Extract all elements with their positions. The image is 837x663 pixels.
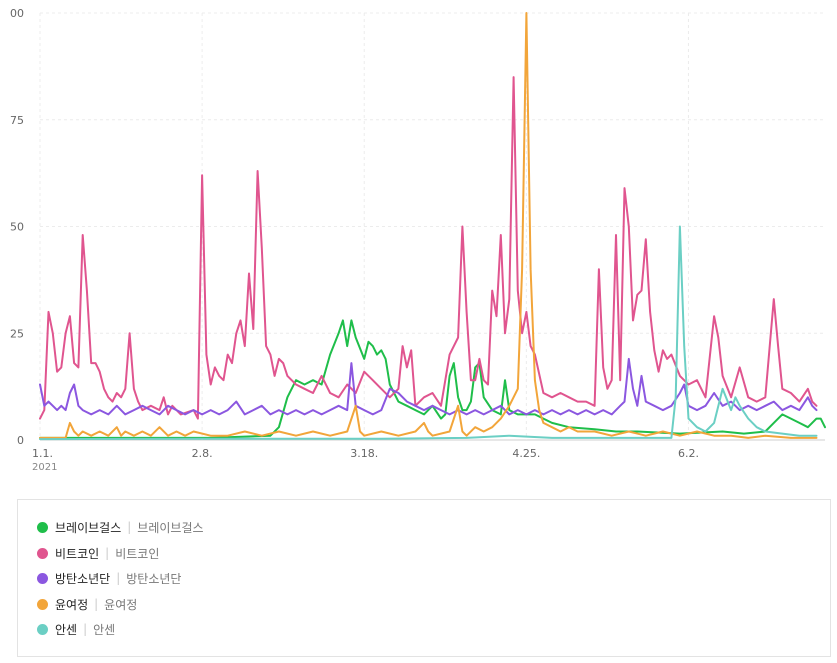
- y-tick-label: 75: [10, 114, 24, 127]
- legend-divider: |: [116, 571, 121, 585]
- x-tick-label: 2.8.: [192, 447, 213, 460]
- x-tick-label: 1.1.: [32, 447, 53, 460]
- y-tick-label: 0: [17, 434, 24, 447]
- y-tick-label: 25: [10, 327, 24, 340]
- series-line-4: [39, 225, 818, 441]
- series-line-0: [39, 319, 826, 439]
- y-tick-label: 50: [10, 221, 24, 234]
- legend-divider: |: [83, 622, 88, 636]
- x-tick-label: 6.2.: [678, 447, 699, 460]
- x-tick-year-label: 2021: [32, 462, 57, 473]
- legend-item-bts[interactable]: 방탄소년단 | 방탄소년단: [37, 568, 181, 588]
- x-tick-label: 3.18.: [350, 447, 378, 460]
- legend-marker-3: [37, 598, 48, 610]
- legend-sublabel: 안센: [93, 622, 116, 637]
- y-tick-label: 00: [10, 7, 24, 20]
- legend-sublabel: 브레이브걸스: [137, 520, 204, 535]
- legend-sublabel: 방탄소년단: [126, 571, 182, 586]
- legend-label: 브레이브걸스: [55, 520, 122, 535]
- x-tick-label: 4.25.: [512, 447, 540, 460]
- legend-item-janssen[interactable]: 안센 | 안센: [37, 619, 115, 639]
- legend-sublabel: 비트코인: [115, 546, 160, 561]
- legend-divider: |: [105, 546, 110, 560]
- legend-item-brave-girls[interactable]: 브레이브걸스 | 브레이브걸스: [37, 517, 204, 537]
- legend-item-bitcoin[interactable]: 비트코인 | 비트코인: [37, 543, 159, 563]
- legend: 브레이브걸스 | 브레이브걸스 비트코인 | 비트코인 방탄소년단 | 방탄소년…: [17, 499, 831, 657]
- series-lines: [39, 12, 826, 441]
- legend-divider: |: [94, 597, 99, 611]
- legend-item-youn-yuh-jung[interactable]: 윤여정 | 윤여정: [37, 594, 137, 614]
- legend-sublabel: 윤여정: [104, 597, 138, 612]
- series-line-3: [39, 12, 818, 439]
- series-line-1: [39, 76, 818, 420]
- legend-label: 비트코인: [55, 546, 100, 561]
- legend-marker-2: [37, 572, 48, 584]
- legend-label: 윤여정: [55, 597, 89, 612]
- series-line-2: [39, 357, 818, 416]
- legend-divider: |: [127, 520, 132, 534]
- legend-marker-0: [37, 521, 48, 533]
- line-chart: 0 25 50 75 00 1.1. 2021 2.8. 3.18. 4.25. 6.2.: [10, 7, 826, 473]
- legend-label: 방탄소년단: [55, 571, 111, 586]
- legend-label: 안센: [55, 622, 78, 637]
- legend-marker-4: [37, 623, 48, 635]
- legend-marker-1: [37, 547, 48, 559]
- grid-lines: [39, 12, 825, 441]
- axes: 0 25 50 75 00 1.1. 2021 2.8. 3.18. 4.25. 6.2.: [10, 7, 699, 473]
